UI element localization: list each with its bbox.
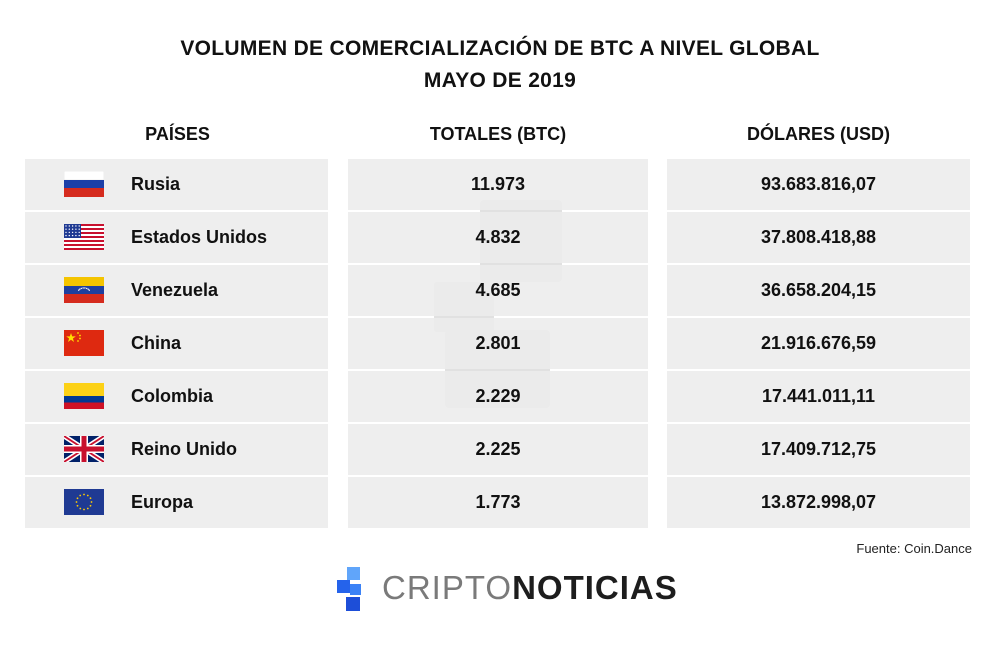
usd-value: 93.683.816,07	[667, 159, 970, 210]
table-row-country: Rusia	[25, 159, 328, 210]
china-flag-icon	[64, 330, 104, 356]
country-name: Rusia	[131, 174, 181, 194]
country-name: Europa	[131, 492, 194, 512]
btc-total-value: 4.832	[348, 212, 648, 263]
btc-total-value: 1.773	[348, 477, 648, 528]
russia-flag-icon	[64, 171, 104, 197]
column-header-usd: DÓLARES (USD)	[747, 124, 890, 144]
table-row-country: Colombia	[25, 371, 328, 422]
chart-subtitle: MAYO DE 2019	[423, 69, 577, 92]
country-name: Colombia	[131, 386, 214, 406]
btc-total-value: 2.229	[348, 371, 648, 422]
brand-cubes-icon	[337, 567, 361, 611]
source-note: Fuente: Coin.Dance	[856, 541, 972, 556]
usd-value: 36.658.204,15	[667, 265, 970, 316]
table-row-country: Europa	[25, 477, 328, 528]
table-row-country: Estados Unidos	[25, 212, 328, 263]
usd-value: 21.916.676,59	[667, 318, 970, 369]
btc-total-value: 2.225	[348, 424, 648, 475]
country-name: China	[131, 333, 182, 353]
column-header-countries: PAÍSES	[145, 124, 210, 144]
country-name: Estados Unidos	[131, 227, 268, 247]
table-row-country: China	[25, 318, 328, 369]
usd-value: 37.808.418,88	[667, 212, 970, 263]
usd-value: 17.409.712,75	[667, 424, 970, 475]
uk-flag-icon	[64, 436, 104, 462]
country-name: Venezuela	[131, 280, 219, 300]
brand-wordmark: CRIPTONOTICIAS	[382, 569, 678, 607]
country-name: Reino Unido	[131, 439, 237, 459]
colombia-flag-icon	[64, 383, 104, 409]
btc-total-value: 11.973	[348, 159, 648, 210]
table-row-country: Venezuela	[25, 265, 328, 316]
brand-wordmark-part2: NOTICIAS	[512, 569, 678, 606]
btc-total-value: 2.801	[348, 318, 648, 369]
column-header-btc: TOTALES (BTC)	[429, 124, 567, 144]
table-row-country: Reino Unido	[25, 424, 328, 475]
brand-wordmark-part1: CRIPTO	[382, 569, 513, 606]
venezuela-flag-icon	[64, 277, 104, 303]
eu-flag-icon	[64, 489, 104, 515]
usa-flag-icon	[64, 224, 104, 250]
chart-title: VOLUMEN DE COMERCIALIZACIÓN DE BTC A NIV…	[180, 37, 820, 60]
usd-value: 13.872.998,07	[667, 477, 970, 528]
btc-total-value: 4.685	[348, 265, 648, 316]
usd-value: 17.441.011,11	[667, 371, 970, 422]
